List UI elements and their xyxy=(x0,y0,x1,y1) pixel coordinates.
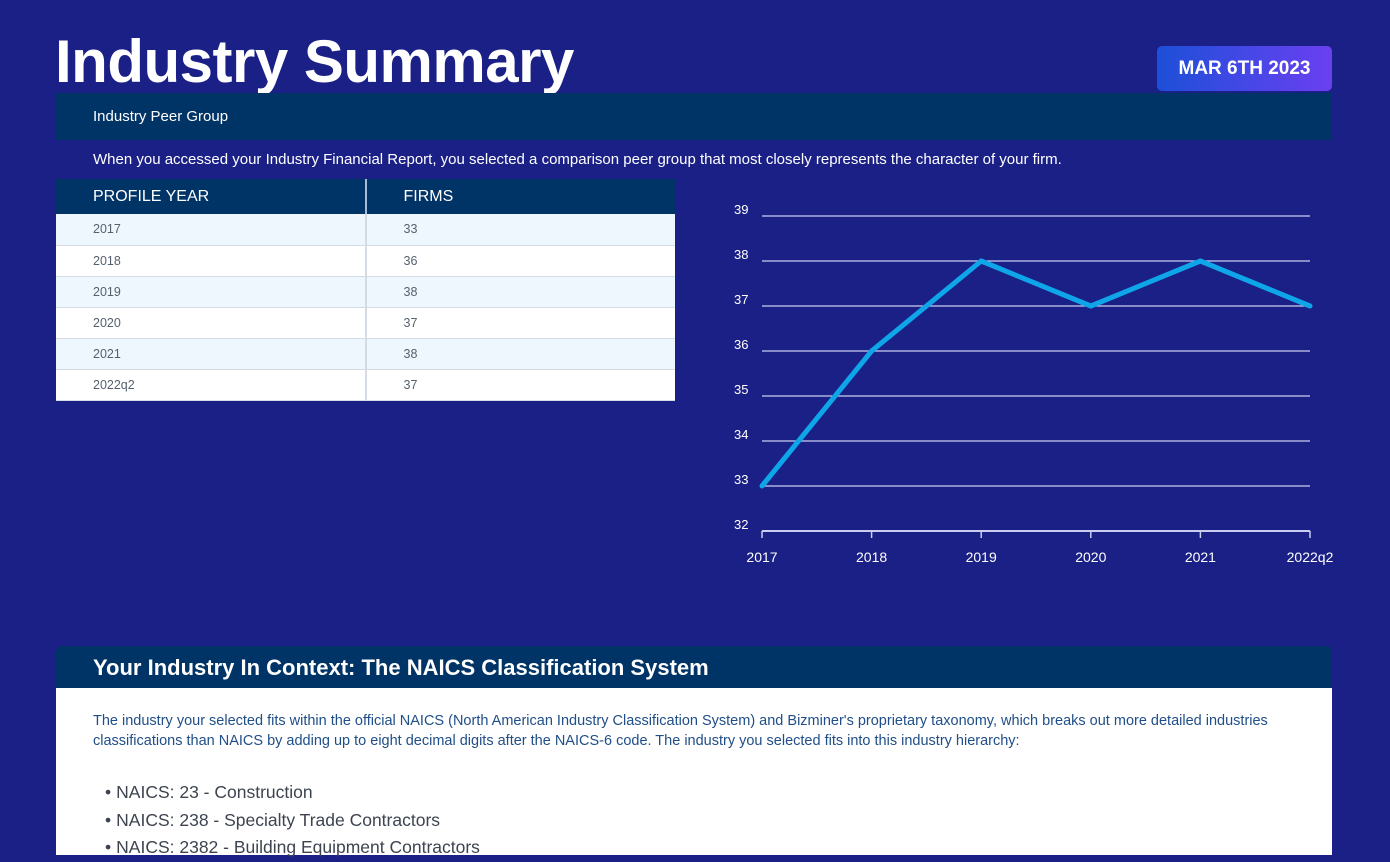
bullet-icon: • xyxy=(105,782,112,802)
cell-profile-year: 2020 xyxy=(56,307,366,339)
cell-profile-year: 2019 xyxy=(56,276,366,308)
y-tick-label: 38 xyxy=(734,247,748,262)
data-point xyxy=(1307,303,1313,309)
naics-hierarchy-list: • NAICS: 23 - Construction • NAICS: 238 - … xyxy=(93,779,1295,862)
cell-firms: 36 xyxy=(364,245,675,277)
y-tick-label: 32 xyxy=(734,517,748,532)
chart-x-axis: 2017 2018 2019 2020 2021 2022q2 xyxy=(746,530,1334,565)
cell-firms: 38 xyxy=(364,276,675,308)
cell-firms: 33 xyxy=(364,214,675,246)
y-tick-label: 34 xyxy=(734,427,748,442)
table-header-row: PROFILE YEAR FIRMS xyxy=(56,179,675,214)
bullet-icon: • xyxy=(105,809,112,830)
date-badge: MAR 6TH 2023 xyxy=(1157,46,1332,91)
list-item: • NAICS: 2382 - Building Equipment Contra… xyxy=(105,834,1295,862)
y-tick-label: 35 xyxy=(734,382,748,397)
cell-profile-year: 2022q2 xyxy=(56,369,366,401)
table-row: 2019 38 xyxy=(56,276,675,308)
page-title: Industry Summary xyxy=(55,28,574,95)
x-tick-label: 2018 xyxy=(856,549,887,565)
data-point xyxy=(1197,258,1203,264)
chart-points xyxy=(759,258,1313,489)
y-tick-label: 39 xyxy=(734,202,748,217)
series-line xyxy=(760,258,1311,488)
peer-group-table: PROFILE YEAR FIRMS 2017 33 2018 36 2019 … xyxy=(56,179,675,401)
list-item: • NAICS: 238 - Specialty Trade Contractor… xyxy=(105,807,1295,835)
y-tick-label: 36 xyxy=(734,337,748,352)
table-row: 2022q2 37 xyxy=(56,369,675,401)
x-tick-label: 2022q2 xyxy=(1287,549,1334,565)
column-header-profile-year[interactable]: PROFILE YEAR xyxy=(56,179,366,214)
context-heading: Your Industry In Context: The NAICS Clas… xyxy=(56,646,1332,688)
table-row: 2021 38 xyxy=(56,338,675,370)
column-header-firms[interactable]: FIRMS xyxy=(364,179,675,214)
data-point xyxy=(869,348,875,354)
x-tick-label: 2017 xyxy=(746,549,777,565)
context-panel: The industry your selected fits within t… xyxy=(56,688,1332,857)
cell-firms: 37 xyxy=(364,369,675,401)
peer-group-description: When you accessed your Industry Financia… xyxy=(93,151,1062,168)
naics-item-label: NAICS: 23 - Construction xyxy=(116,782,313,802)
table-row: 2018 36 xyxy=(56,245,675,277)
x-tick-label: 2021 xyxy=(1185,549,1216,565)
list-item: • NAICS: 23 - Construction xyxy=(105,779,1295,807)
data-point xyxy=(1088,303,1094,309)
naics-item-label: NAICS: 238 - Specialty Trade Contractors xyxy=(116,809,441,830)
chart-gridlines xyxy=(762,215,1310,487)
data-point xyxy=(759,483,765,489)
table-row: 2020 37 xyxy=(56,307,675,339)
y-tick-label: 33 xyxy=(734,472,748,487)
chart-y-axis: 32 33 34 35 36 37 38 39 xyxy=(734,202,748,532)
cell-firms: 38 xyxy=(364,338,675,370)
firms-line-chart: 32 33 34 35 36 37 38 39 2017 2018 2019 2020 2021 202… xyxy=(734,202,1334,565)
naics-item-label: NAICS: 2382 - Building Equipment Contrac… xyxy=(116,837,480,857)
context-description: The industry your selected fits within t… xyxy=(93,713,1268,749)
cell-profile-year: 2021 xyxy=(56,338,366,370)
data-point xyxy=(978,258,984,264)
bullet-icon: • xyxy=(105,837,112,857)
y-tick-label: 37 xyxy=(734,292,748,307)
x-tick-label: 2019 xyxy=(966,549,997,565)
table-row: 2017 33 xyxy=(56,214,675,246)
cell-profile-year: 2018 xyxy=(56,245,366,277)
peer-group-heading: Industry Peer Group xyxy=(56,93,1332,140)
cell-firms: 37 xyxy=(364,307,675,339)
x-tick-label: 2020 xyxy=(1075,549,1106,565)
cell-profile-year: 2017 xyxy=(56,214,366,246)
